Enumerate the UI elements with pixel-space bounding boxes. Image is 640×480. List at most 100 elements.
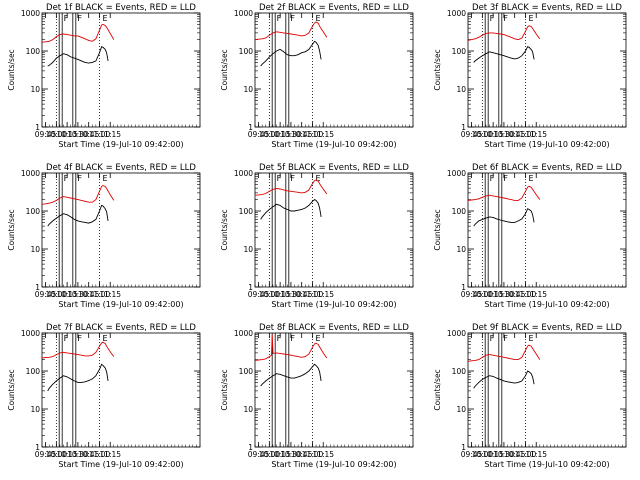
x-tick-label: 10:00 [259,290,281,299]
marker-label: F [64,334,69,343]
marker-label: F [277,174,282,183]
y-tick-label: 1000 [447,169,466,178]
x-tick-label: 11:00 [515,450,537,459]
y-tick-label: 1 [461,283,466,292]
y-tick-label: 10 [243,405,253,414]
y-tick-label: 1 [248,123,253,132]
marker-label: F [77,14,82,23]
series-line-lld [42,184,115,205]
x-tick-label: 10:45 [504,130,526,139]
marker-label: E [528,174,533,183]
y-tick-label: 1000 [447,9,466,18]
x-tick-label: 11:00 [89,130,111,139]
plot-frame [467,172,627,288]
y-tick-label: 10 [30,405,40,414]
x-tick-label: 09:45 [35,450,57,459]
series-line-events [260,40,322,67]
x-tick-label: 10:00 [259,450,281,459]
marker-label: E [528,334,533,343]
panel-title: Det 2f BLACK = Events, RED = LLD [259,3,409,13]
x-tick-label: 11:15 [525,450,547,459]
x-tick-label: 10:00 [472,130,494,139]
marker-label: F [77,174,82,183]
x-tick-label: 10:45 [78,290,100,299]
x-axis-label: Start Time (19-Jul-10 09:42:00) [484,460,609,469]
series-line-lld [255,334,328,361]
marker-label: E [528,14,533,23]
panel-det-2: Det 2f BLACK = Events, RED = LLD 1 10 100 10… [220,3,414,149]
y-tick-label: 10 [243,245,253,254]
x-tick-label: 10:30 [280,130,302,139]
marker-label: F [290,334,295,343]
x-tick-label: 09:45 [35,130,57,139]
plot-frame [41,172,201,288]
x-axis-label: Start Time (19-Jul-10 09:42:00) [58,300,183,309]
y-tick-label: 100 [239,367,254,376]
y-tick-label: 10 [30,85,40,94]
panel-title: Det 7f BLACK = Events, RED = LLD [46,323,196,333]
x-tick-label: 10:00 [472,290,494,299]
y-tick-label: 10 [243,85,253,94]
x-tick-label: 10:30 [280,290,302,299]
x-tick-label: 09:45 [248,290,270,299]
x-tick-label: 11:15 [99,450,121,459]
panel-title: Det 8f BLACK = Events, RED = LLD [259,323,409,333]
y-tick-label: 1000 [21,9,40,18]
y-axis-label: Counts/sec [433,369,442,410]
x-tick-label: 11:15 [525,130,547,139]
series-line-events [47,363,109,392]
panel-det-1: Det 1f BLACK = Events, RED = LLD 1 10 100 10… [7,3,201,149]
y-tick-label: 100 [26,367,41,376]
series-line-lld [42,23,115,43]
x-tick-label: 11:15 [312,450,334,459]
x-tick-label: 11:15 [99,290,121,299]
x-tick-label: 10:45 [291,290,313,299]
panel-det-4: Det 4f BLACK = Events, RED = LLD 1 10 100 10… [7,163,201,309]
x-tick-label: 10:30 [67,290,89,299]
x-tick-label: 09:45 [248,130,270,139]
panel-det-6: Det 6f BLACK = Events, RED = LLD 1 10 100 10… [433,163,627,309]
y-axis-label: Counts/sec [433,49,442,90]
marker-label: F [290,174,295,183]
y-tick-label: 100 [239,207,254,216]
x-tick-label: 09:45 [461,130,483,139]
y-axis-label: Counts/sec [7,49,16,90]
y-axis-label: Counts/sec [220,369,229,410]
x-tick-label: 10:45 [78,130,100,139]
x-tick-label: 10:45 [78,450,100,459]
y-tick-label: 1000 [234,9,253,18]
x-tick-label: 10:15 [482,290,504,299]
marker-label: E [315,334,320,343]
x-tick-label: 09:45 [248,450,270,459]
x-tick-label: 11:00 [515,130,537,139]
panel-det-9: Det 9f BLACK = Events, RED = LLD 1 10 100 10… [433,323,627,469]
x-tick-label: 11:00 [302,130,324,139]
y-axis-label: Counts/sec [433,209,442,250]
plot-frame [41,12,201,128]
x-axis-label: Start Time (19-Jul-10 09:42:00) [58,140,183,149]
x-tick-label: 10:00 [46,290,68,299]
marker-label: F [277,334,282,343]
plot-frame [254,12,414,128]
x-axis-label: Start Time (19-Jul-10 09:42:00) [271,300,396,309]
x-tick-label: 10:45 [504,450,526,459]
x-axis-label: Start Time (19-Jul-10 09:42:00) [271,140,396,149]
x-tick-label: 10:15 [269,130,291,139]
panel-det-3: Det 3f BLACK = Events, RED = LLD 1 10 100 10… [433,3,627,149]
x-tick-label: 10:15 [482,130,504,139]
y-tick-label: 1 [35,443,40,452]
plot-frame [254,172,414,288]
x-tick-label: 10:30 [67,130,89,139]
panel-title: Det 1f BLACK = Events, RED = LLD [46,3,196,13]
y-tick-label: 1000 [21,329,40,338]
x-tick-label: 11:00 [302,290,324,299]
x-tick-label: 10:15 [482,450,504,459]
x-axis-label: Start Time (19-Jul-10 09:42:00) [484,140,609,149]
x-tick-label: 10:30 [493,450,515,459]
x-tick-label: 10:15 [269,450,291,459]
panel-det-5: Det 5f BLACK = Events, RED = LLD 1 10 100 10… [220,163,414,309]
x-axis-label: Start Time (19-Jul-10 09:42:00) [484,300,609,309]
series-line-lld [42,341,115,359]
marker-label: F [503,334,508,343]
